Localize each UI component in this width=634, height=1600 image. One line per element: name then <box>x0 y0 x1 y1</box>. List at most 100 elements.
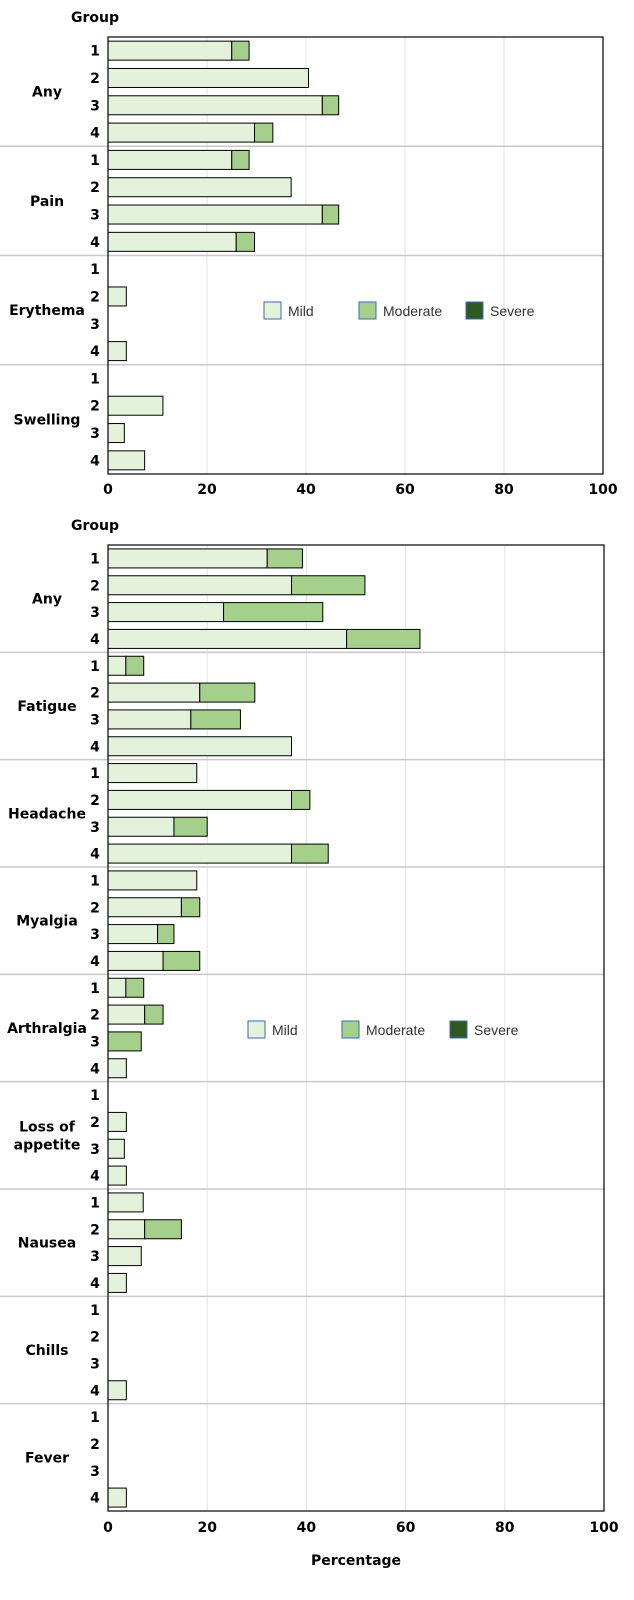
bar-moderate <box>291 789 311 810</box>
bar-mild <box>107 40 233 61</box>
bar-mild <box>107 1219 146 1240</box>
bar-moderate <box>254 122 274 143</box>
bar-moderate <box>291 843 329 864</box>
group-label: 4 <box>90 344 100 360</box>
group-header: Group <box>71 518 119 534</box>
x-tick-label: 100 <box>588 482 617 498</box>
group-label: 3 <box>90 605 100 621</box>
bar-moderate <box>321 204 340 225</box>
group-label: 3 <box>90 317 100 333</box>
bar-mild <box>107 602 225 623</box>
group-label: 4 <box>90 1276 100 1292</box>
legend-swatch-mild <box>263 301 282 320</box>
bar-mild <box>107 1111 127 1132</box>
group-label: 2 <box>90 1115 100 1131</box>
category-label: Any <box>32 85 62 101</box>
group-label: 3 <box>90 208 100 224</box>
group-label: 4 <box>90 954 100 970</box>
bar-mild <box>107 1058 127 1079</box>
bar-moderate <box>321 95 340 116</box>
bar-mild <box>107 628 348 649</box>
category-label: Any <box>32 592 62 608</box>
x-tick-label: 80 <box>495 1520 515 1536</box>
category-label: Myalgia <box>16 914 78 930</box>
bar-mild <box>107 341 127 362</box>
bar-mild <box>107 122 256 143</box>
group-label: 4 <box>90 453 100 469</box>
group-label: 1 <box>90 371 100 387</box>
x-tick-label: 60 <box>395 482 415 498</box>
bar-moderate <box>125 655 145 676</box>
group-label: 4 <box>90 739 100 755</box>
group-label: 1 <box>90 1088 100 1104</box>
bar-mild <box>107 1380 127 1401</box>
bar-mild <box>107 655 127 676</box>
bar-mild <box>107 1487 127 1508</box>
group-label: 4 <box>90 847 100 863</box>
bar-mild <box>107 709 192 730</box>
group-label: 2 <box>90 1330 100 1346</box>
bar-mild <box>107 204 323 225</box>
bar-mild <box>107 736 293 757</box>
bar-moderate <box>223 602 324 623</box>
group-label: 1 <box>90 1410 100 1426</box>
bar-mild <box>107 977 127 998</box>
bar-moderate <box>231 149 250 170</box>
group-label: 1 <box>90 981 100 997</box>
group-label: 1 <box>90 44 100 60</box>
group-label: 3 <box>90 1142 100 1158</box>
x-axis-title: Percentage <box>311 1553 401 1569</box>
group-label: 1 <box>90 551 100 567</box>
bar-mild <box>107 816 175 837</box>
group-label: 3 <box>90 1356 100 1372</box>
group-label: 1 <box>90 873 100 889</box>
bar-mild <box>107 548 268 569</box>
category-label: Fever <box>25 1450 69 1466</box>
bar-mild <box>107 423 125 444</box>
bar-mild <box>107 843 293 864</box>
group-label: 2 <box>90 793 100 809</box>
x-tick-label: 0 <box>103 1520 113 1536</box>
category-label: Swelling <box>14 412 81 428</box>
bar-moderate <box>266 548 303 569</box>
group-label: 4 <box>90 1061 100 1077</box>
group-label: 3 <box>90 426 100 442</box>
category-label: Erythema <box>9 303 85 319</box>
group-label: 4 <box>90 1491 100 1507</box>
category-label: appetite <box>14 1137 81 1153</box>
x-tick-label: 20 <box>197 1520 217 1536</box>
group-label: 3 <box>90 1464 100 1480</box>
group-label: 1 <box>90 1195 100 1211</box>
bar-mild <box>107 1138 125 1159</box>
bar-moderate <box>235 231 256 252</box>
category-label: Chills <box>26 1343 69 1359</box>
bar-mild <box>107 395 164 416</box>
group-label: 2 <box>90 289 100 305</box>
x-tick-label: 20 <box>197 482 217 498</box>
bar-mild <box>107 1246 142 1267</box>
group-label: 1 <box>90 1303 100 1319</box>
bar-moderate <box>180 897 201 918</box>
bar-moderate <box>144 1004 164 1025</box>
legend-label-severe: Severe <box>474 1022 519 1038</box>
bar-moderate <box>157 924 175 945</box>
legend-swatch-moderate <box>341 1020 360 1039</box>
group-label: 3 <box>90 1249 100 1265</box>
legend-label-mild: Mild <box>288 303 314 319</box>
legend-swatch-moderate <box>358 301 377 320</box>
category-label: Headache <box>8 806 86 822</box>
bar-moderate <box>107 1031 142 1052</box>
bar-mild <box>107 149 233 170</box>
bar-moderate <box>199 682 256 703</box>
group-label: 2 <box>90 900 100 916</box>
group-label: 4 <box>90 1383 100 1399</box>
group-label: 2 <box>90 399 100 415</box>
group-label: 2 <box>90 686 100 702</box>
plot-frame <box>107 36 604 475</box>
group-label: 4 <box>90 235 100 251</box>
group-label: 2 <box>90 1008 100 1024</box>
bar-moderate <box>173 816 208 837</box>
legend-label-moderate: Moderate <box>383 303 442 319</box>
group-label: 4 <box>90 1169 100 1185</box>
